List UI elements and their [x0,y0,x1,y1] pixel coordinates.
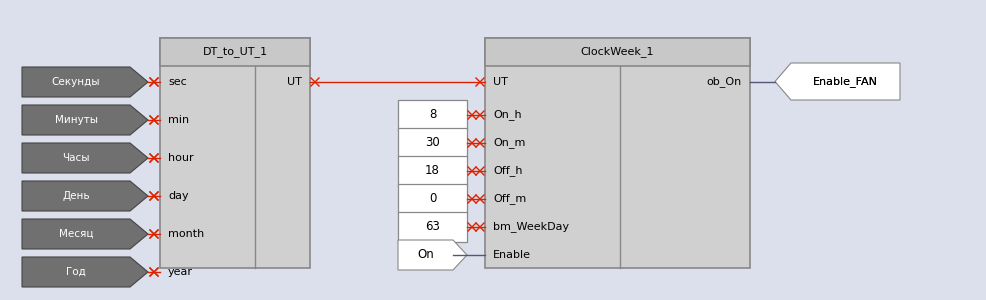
Bar [398,128,467,158]
Text: 0: 0 [429,193,436,206]
Text: 30: 30 [425,136,440,149]
Bar [485,38,750,268]
Bar [398,156,467,186]
Bar [160,38,310,268]
Polygon shape [22,105,148,135]
Text: hour: hour [168,153,193,163]
Text: 18: 18 [425,164,440,178]
Text: Enable_FAN: Enable_FAN [813,76,878,87]
Text: ClockWeek_1: ClockWeek_1 [581,46,655,58]
Text: month: month [168,229,204,239]
Text: DT_to_UT_1: DT_to_UT_1 [202,46,267,58]
Text: On_m: On_m [493,137,526,148]
Text: sec: sec [168,77,186,87]
Text: Off_h: Off_h [493,166,523,176]
Text: Месяц: Месяц [59,229,94,239]
Text: День: День [62,191,90,201]
Bar [398,100,467,130]
Bar [485,38,750,66]
Text: day: day [168,191,188,201]
Text: bm_WeekDay: bm_WeekDay [493,221,569,233]
Polygon shape [775,63,900,100]
Text: Минуты: Минуты [54,115,98,125]
Text: On: On [417,248,434,262]
Text: UT: UT [287,77,302,87]
Text: ob_On: ob_On [707,76,742,88]
Text: Enable: Enable [493,250,531,260]
Text: min: min [168,115,189,125]
Text: year: year [168,267,193,277]
Text: On_h: On_h [493,110,522,121]
Polygon shape [22,257,148,287]
Text: 63: 63 [425,220,440,233]
Polygon shape [22,181,148,211]
Text: UT: UT [493,77,508,87]
Bar [398,212,467,242]
Polygon shape [22,143,148,173]
Polygon shape [22,219,148,249]
Text: Год: Год [66,267,86,277]
Text: Off_m: Off_m [493,194,527,205]
Text: Часы: Часы [62,153,90,163]
Bar [160,38,310,66]
Text: Секунды: Секунды [51,77,101,87]
Polygon shape [398,240,467,270]
Text: 8: 8 [429,109,436,122]
Polygon shape [22,67,148,97]
Text: Enable_FAN: Enable_FAN [813,76,878,87]
Bar [398,184,467,214]
